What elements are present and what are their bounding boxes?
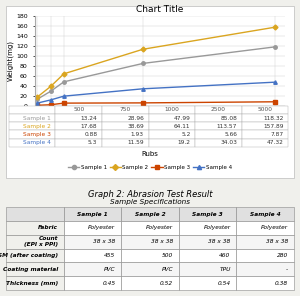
Sample 3 bbox=[49, 103, 52, 107]
Line: Sample 2: Sample 2 bbox=[36, 25, 277, 99]
Sample 1 bbox=[49, 89, 52, 93]
Sample 2 bbox=[36, 95, 39, 99]
Sample 4 bbox=[36, 101, 39, 105]
Sample 2 bbox=[62, 72, 66, 75]
Text: Graph 2: Abrasion Test Result: Graph 2: Abrasion Test Result bbox=[88, 190, 212, 199]
Sample 3 bbox=[273, 100, 277, 104]
Line: Sample 4: Sample 4 bbox=[36, 81, 277, 105]
Sample 3 bbox=[141, 101, 145, 105]
Line: Sample 3: Sample 3 bbox=[36, 100, 277, 107]
Sample 4 bbox=[141, 87, 145, 91]
Sample 1 bbox=[141, 62, 145, 65]
Text: Sample Specifications: Sample Specifications bbox=[110, 199, 190, 205]
Y-axis label: Weight(mg): Weight(mg) bbox=[7, 41, 13, 81]
Title: Chart Title: Chart Title bbox=[136, 5, 184, 14]
Sample 4 bbox=[49, 98, 52, 102]
Text: Rubs: Rubs bbox=[142, 151, 158, 157]
Line: Sample 1: Sample 1 bbox=[36, 45, 277, 101]
Sample 3 bbox=[62, 101, 66, 105]
Sample 3 bbox=[36, 104, 39, 107]
Sample 1 bbox=[62, 80, 66, 84]
Sample 1 bbox=[36, 97, 39, 101]
Sample 2 bbox=[141, 47, 145, 51]
Sample 4 bbox=[273, 81, 277, 84]
Sample 2 bbox=[49, 85, 52, 88]
Legend: Sample 1, Sample 2, Sample 3, Sample 4: Sample 1, Sample 2, Sample 3, Sample 4 bbox=[66, 163, 234, 172]
Sample 1 bbox=[273, 45, 277, 49]
Sample 4 bbox=[62, 94, 66, 98]
Sample 2 bbox=[273, 25, 277, 29]
